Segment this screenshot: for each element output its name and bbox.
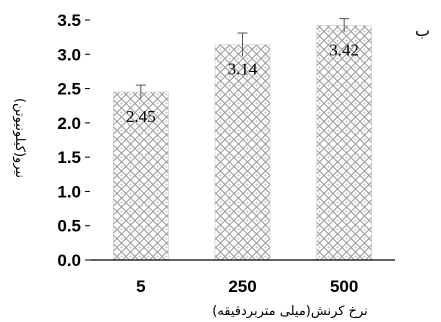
error-bars bbox=[135, 18, 350, 99]
x-axis-title: نرخ كرنش(ميلی متربردقيقه) bbox=[212, 304, 368, 319]
x-tick-label: 250 bbox=[228, 277, 256, 296]
y-axis-title: نيرو(كيلونيوتن) bbox=[12, 98, 27, 178]
x-tick-label: 500 bbox=[330, 277, 358, 296]
bar bbox=[316, 25, 372, 261]
y-tick-label: 1.5 bbox=[57, 148, 81, 167]
x-axis: 5 250 500 bbox=[90, 259, 395, 296]
panel-label: ب bbox=[415, 21, 430, 40]
y-tick-label: 3.0 bbox=[57, 45, 81, 64]
y-tick-label: 2.0 bbox=[57, 114, 81, 133]
y-tick-label: 0.5 bbox=[57, 217, 81, 236]
bar bbox=[113, 91, 169, 261]
data-label: 3.42 bbox=[329, 40, 359, 59]
y-tick-label: 0.0 bbox=[57, 251, 81, 270]
y-tick-label: 3.5 bbox=[57, 11, 81, 30]
data-label: 3.14 bbox=[228, 60, 258, 79]
y-tick-label: 2.5 bbox=[57, 80, 81, 99]
y-axis: 0.0 0.5 1.0 1.5 2.0 2.5 3.0 3.5 bbox=[57, 11, 90, 270]
bar bbox=[214, 44, 271, 261]
bars bbox=[113, 25, 372, 261]
data-label: 2.45 bbox=[126, 107, 156, 126]
x-tick-label: 5 bbox=[136, 277, 145, 296]
y-tick-label: 1.0 bbox=[57, 182, 81, 201]
data-labels: 2.45 3.14 3.42 bbox=[126, 40, 359, 126]
